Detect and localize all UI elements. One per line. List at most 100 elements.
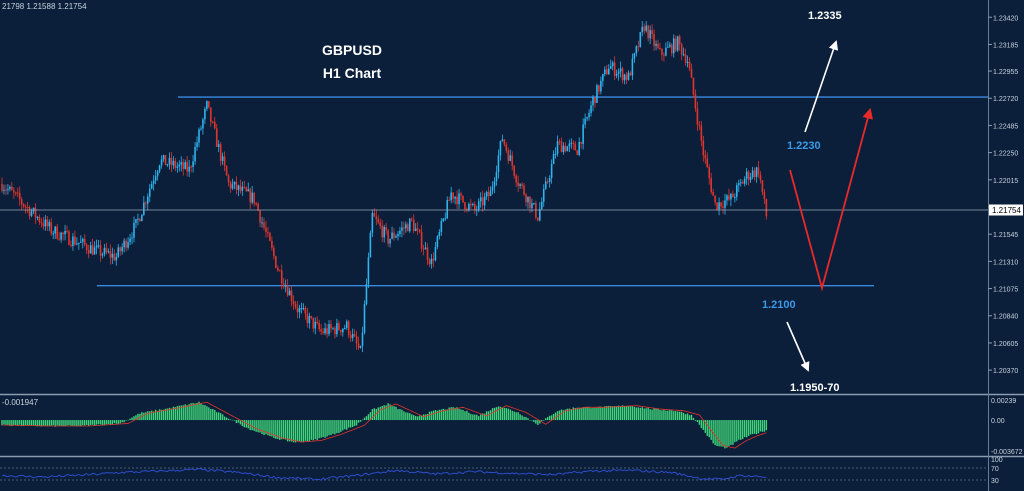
oscillator-bar xyxy=(304,420,307,441)
candle-body xyxy=(741,182,744,184)
candle-body xyxy=(527,196,529,203)
oscillator-bar xyxy=(572,407,574,421)
oscillator-bar xyxy=(11,420,13,427)
oscillator-bar xyxy=(19,420,21,425)
support-label: 1.2100 xyxy=(762,299,796,311)
oscillator-bar xyxy=(600,406,602,421)
oscillator-bar xyxy=(686,413,689,421)
candle-body xyxy=(448,200,450,202)
candle-body xyxy=(412,219,415,232)
candle-body xyxy=(125,240,127,248)
oscillator-bar xyxy=(680,411,683,421)
oscillator-bar xyxy=(730,420,732,445)
oscillator-bar xyxy=(344,420,346,430)
oscillator-bar xyxy=(154,409,157,421)
candle-body xyxy=(680,44,683,55)
candle-body xyxy=(109,251,112,258)
candle-body xyxy=(93,247,96,255)
candle-body xyxy=(734,196,736,198)
oscillator-bar xyxy=(434,410,437,421)
candle-body xyxy=(497,155,500,173)
candle-body xyxy=(474,203,476,210)
candle-body xyxy=(596,85,598,103)
oscillator-bar xyxy=(241,420,244,427)
candle-body xyxy=(196,142,198,147)
oscillator-bar xyxy=(34,420,37,427)
price-tick-label: 1.20370 xyxy=(993,368,1018,375)
candle-body xyxy=(397,233,399,237)
oscillator-bar xyxy=(237,420,240,423)
oscillator-bar xyxy=(30,420,33,426)
candle-body xyxy=(302,308,305,310)
candle-body xyxy=(334,328,336,335)
candle-body xyxy=(387,230,389,244)
candle-body xyxy=(503,139,506,145)
candle-body xyxy=(446,200,449,219)
candle-body xyxy=(420,231,423,249)
candle-body xyxy=(407,224,409,232)
oscillator-bar xyxy=(734,420,736,443)
oscillator-bar xyxy=(292,420,295,443)
oscillator-bar xyxy=(545,418,547,421)
oscillator-bar xyxy=(162,409,165,421)
candle-body xyxy=(371,212,374,233)
candle-body xyxy=(619,68,622,72)
candle-body xyxy=(178,164,181,167)
oscillator-bar xyxy=(541,420,543,422)
candle-body xyxy=(227,175,230,183)
oscillator-bar xyxy=(586,406,588,421)
candle-body xyxy=(450,192,452,201)
oscillator-bar xyxy=(438,409,441,421)
candle-body xyxy=(513,165,515,176)
oscillator-bar xyxy=(742,420,744,440)
candle-body xyxy=(24,206,27,208)
candle-body xyxy=(578,141,581,155)
candle-body xyxy=(198,129,200,143)
oscillator-bar xyxy=(527,418,529,421)
candle-body xyxy=(66,231,68,233)
candle-body xyxy=(296,307,299,313)
candle-body xyxy=(217,144,220,147)
candle-body xyxy=(7,188,9,190)
candle-body xyxy=(730,193,732,200)
oscillator-signal-line xyxy=(2,401,767,449)
candle-body xyxy=(192,161,194,167)
oscillator-bar xyxy=(653,408,655,421)
oscillator-bar xyxy=(588,406,590,421)
oscillator-bar xyxy=(24,420,27,426)
candle-body xyxy=(58,238,60,240)
candle-body xyxy=(722,206,724,208)
oscillator-bar xyxy=(176,406,179,421)
oscillator-bar xyxy=(446,409,448,421)
candle-body xyxy=(627,72,630,80)
candle-body xyxy=(600,80,602,92)
oscillator-bar xyxy=(48,420,50,426)
oscillator-bar xyxy=(385,405,387,421)
oscillator-bar xyxy=(137,413,139,421)
oscillator-bar xyxy=(332,420,334,434)
horizontal-levels xyxy=(97,96,988,287)
candle-body xyxy=(637,46,640,48)
candle-body xyxy=(726,195,728,201)
oscillator-tick-label: 0.00239 xyxy=(991,398,1016,405)
candle-body xyxy=(625,74,628,80)
candle-body xyxy=(489,190,492,197)
candle-body xyxy=(643,26,646,31)
oscillator-bar xyxy=(239,420,242,425)
oscillator-bar xyxy=(416,416,419,421)
oscillator-bar xyxy=(678,411,681,421)
candle-body xyxy=(700,125,703,141)
candle-body xyxy=(308,315,311,324)
oscillator-bar xyxy=(669,410,671,421)
oscillator-bar xyxy=(442,408,444,421)
forecast-path-arrow xyxy=(789,107,873,292)
oscillator-bar xyxy=(351,420,354,428)
candle-body xyxy=(436,236,439,247)
candle-body xyxy=(623,74,626,81)
candle-body xyxy=(345,321,348,328)
candle-body xyxy=(452,192,454,199)
oscillator-bar xyxy=(570,409,573,421)
candle-body xyxy=(410,218,413,220)
candle-body xyxy=(653,34,655,46)
oscillator-bar xyxy=(399,409,401,421)
